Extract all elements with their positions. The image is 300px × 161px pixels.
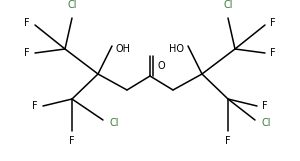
Text: F: F: [24, 48, 30, 58]
Text: F: F: [270, 18, 276, 28]
Text: F: F: [24, 18, 30, 28]
Text: Cl: Cl: [223, 0, 233, 10]
Text: F: F: [32, 101, 38, 111]
Text: Cl: Cl: [67, 0, 77, 10]
Text: HO: HO: [169, 44, 184, 54]
Text: F: F: [69, 136, 75, 146]
Text: Cl: Cl: [262, 118, 272, 128]
Text: O: O: [158, 61, 166, 71]
Text: Cl: Cl: [110, 118, 119, 128]
Text: F: F: [225, 136, 231, 146]
Text: F: F: [262, 101, 268, 111]
Text: F: F: [270, 48, 276, 58]
Text: OH: OH: [116, 44, 131, 54]
